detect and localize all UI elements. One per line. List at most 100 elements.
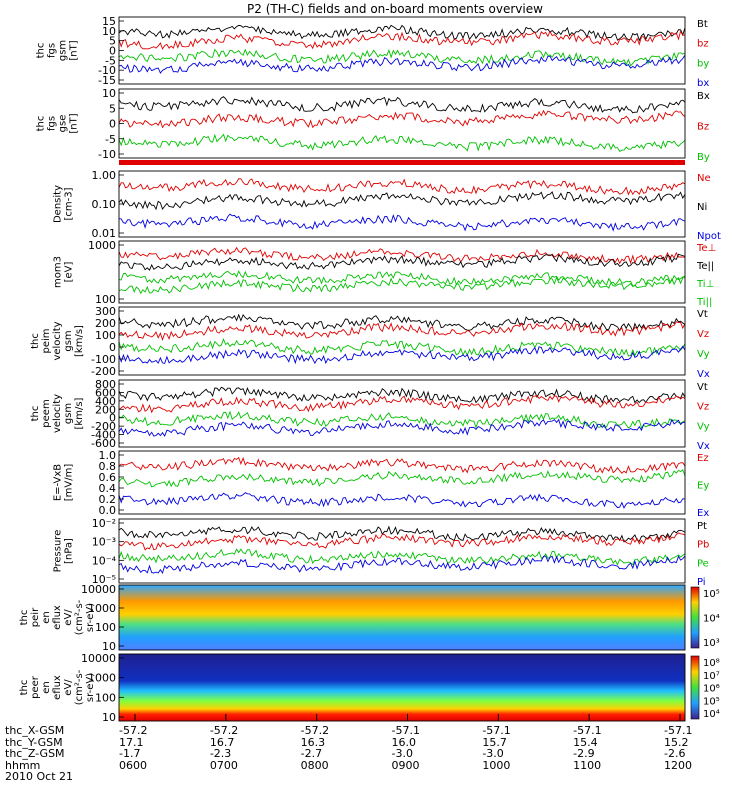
y-axis-label: (cm²-s- [74, 599, 85, 635]
ephemeris-value: -3.0 [482, 747, 504, 760]
panel-frame [118, 306, 686, 376]
legend-Pt: Pt [697, 521, 707, 532]
legend-Npot: Npot [697, 231, 721, 242]
panel-ion-spectrogram: 10⁵ 10⁴ 10³ 10000 1000 100 10 thc peir en eflux eV/… [19, 583, 720, 653]
series-Npot [118, 213, 686, 232]
y-axis-label: eV/ [63, 679, 74, 696]
legend-by: by [697, 58, 709, 69]
panel-frame [118, 653, 686, 722]
y-axis-label: gsm [63, 403, 74, 424]
y-axis-label: eflux [52, 605, 63, 630]
y-axis-label: gse [58, 115, 69, 133]
y-tick-label: 100 [95, 621, 116, 634]
y-axis-label: thc [19, 680, 30, 696]
y-tick-label: -5 [105, 133, 116, 146]
y-axis-label: [nPa] [64, 538, 75, 564]
y-tick-label: 200 [95, 403, 116, 416]
panel-frame [118, 16, 686, 85]
series-Vz [118, 394, 686, 414]
y-axis-label: thc [19, 610, 30, 626]
y-tick-label: 100 [95, 293, 116, 306]
panel-frame [118, 379, 686, 448]
y-axis-label: sr-eV) [85, 603, 96, 632]
y-axis-label: peim [41, 328, 52, 353]
y-tick-label: -5 [105, 54, 116, 67]
y-axis-label: [nT] [69, 40, 80, 60]
legend-By: By [697, 152, 710, 163]
series-Pb [118, 532, 686, 551]
legend-Ti||: Ti|| [696, 297, 712, 308]
legend-Ey: Ey [697, 481, 709, 492]
legend-Pi: Pi [697, 577, 706, 588]
legend-Te||: Te|| [696, 261, 714, 272]
series-by [118, 48, 686, 67]
colorbar-tick-label: 10⁶ [703, 684, 720, 695]
legend-Vz: Vz [697, 329, 709, 340]
series-bx [118, 54, 686, 74]
y-axis-label: gsm [58, 40, 69, 61]
y-tick-label: 10⁻³ [92, 536, 116, 549]
y-tick-label: 10000 [81, 652, 116, 665]
series-Vy [118, 337, 686, 357]
series-Pe [118, 548, 686, 566]
legend-Ez: Ez [697, 453, 709, 464]
y-tick-label: -400 [91, 429, 116, 442]
chart-title: P2 (TH-C) fields and on-board moments ov… [247, 2, 543, 16]
colorbar-tick-label: 10⁴ [703, 614, 720, 625]
y-axis-label: peem [41, 399, 52, 427]
y-axis-label: E=-VxB [53, 464, 64, 501]
ephemeris-value: -2.3 [209, 747, 232, 760]
y-axis-label: thc [30, 333, 41, 349]
y-axis-label: Pressure [53, 530, 64, 573]
legend-Bx: Bx [697, 91, 710, 102]
panel-efield: 1.00.80.60.40.20.0 E=-VxB [mV/m] Ez Ey Ex [53, 449, 710, 519]
legend-Vy: Vy [697, 349, 710, 360]
colorbar-ion-spectrogram [690, 586, 700, 649]
y-tick-label: 10⁻⁵ [92, 573, 116, 586]
ephemeris-value: -2.7 [300, 747, 323, 760]
y-axis-label: en [41, 681, 52, 694]
y-tick-label: 400 [95, 395, 116, 408]
colorbar-tick-label: 10⁵ [703, 589, 720, 600]
legend-Vx: Vx [697, 369, 710, 380]
y-axis-label: en [41, 611, 52, 624]
series-Ne [118, 178, 686, 196]
ephemeris-value: -57.2 [119, 724, 148, 737]
ephemeris-value: 0900 [391, 758, 420, 772]
y-tick-label: 1.0 [99, 449, 117, 462]
legend-bz: bz [697, 39, 709, 50]
legend-Vx: Vx [697, 441, 710, 452]
y-tick-label: -100 [91, 353, 116, 366]
y-tick-label: 10000 [81, 583, 116, 596]
ephemeris-value: 0600 [119, 758, 147, 772]
ephemeris-row: thc_Z-GSM -1.7 -2.3 -2.7 -3.0 -3.0 -2.9 -2.6 [5, 748, 685, 760]
y-tick-label: 0.0 [99, 504, 117, 517]
legend-Ni: Ni [697, 202, 707, 213]
series-Bx [118, 96, 686, 114]
series-Ey [118, 469, 686, 488]
y-axis-label: thc [36, 116, 47, 132]
y-axis-label: mom3 [53, 256, 64, 288]
colorbar-electron-spectrogram [690, 655, 700, 720]
ephemeris-value: -3.0 [391, 747, 413, 760]
ephemeris-label: thc_X-GSM [5, 724, 65, 737]
y-tick-label: 0 [109, 341, 116, 354]
spectrogram-electron-spectrogram [119, 654, 685, 721]
series-Ti⊥ [118, 270, 686, 287]
y-tick-label: 1.00 [92, 169, 117, 182]
y-tick-label: 600 [95, 386, 116, 399]
ephemeris-value: 0700 [209, 758, 238, 772]
legend-Ne: Ne [697, 173, 711, 184]
ephemeris-footer: thc_X-GSM -57.2 -57.2 -57.2 -57.1 -57.1 -57.1 -… [5, 724, 692, 783]
legend-Pe: Pe [697, 558, 709, 569]
legend-Vt: Vt [697, 309, 708, 320]
y-axis-label: velocity [52, 321, 63, 360]
y-tick-label: 800 [95, 378, 116, 391]
series-Pt [118, 525, 686, 543]
y-tick-label: 300 [95, 305, 116, 318]
y-axis-label: [nT] [69, 113, 80, 133]
legend-Te⊥: Te⊥ [696, 243, 716, 254]
y-tick-label: 100 [95, 691, 116, 704]
